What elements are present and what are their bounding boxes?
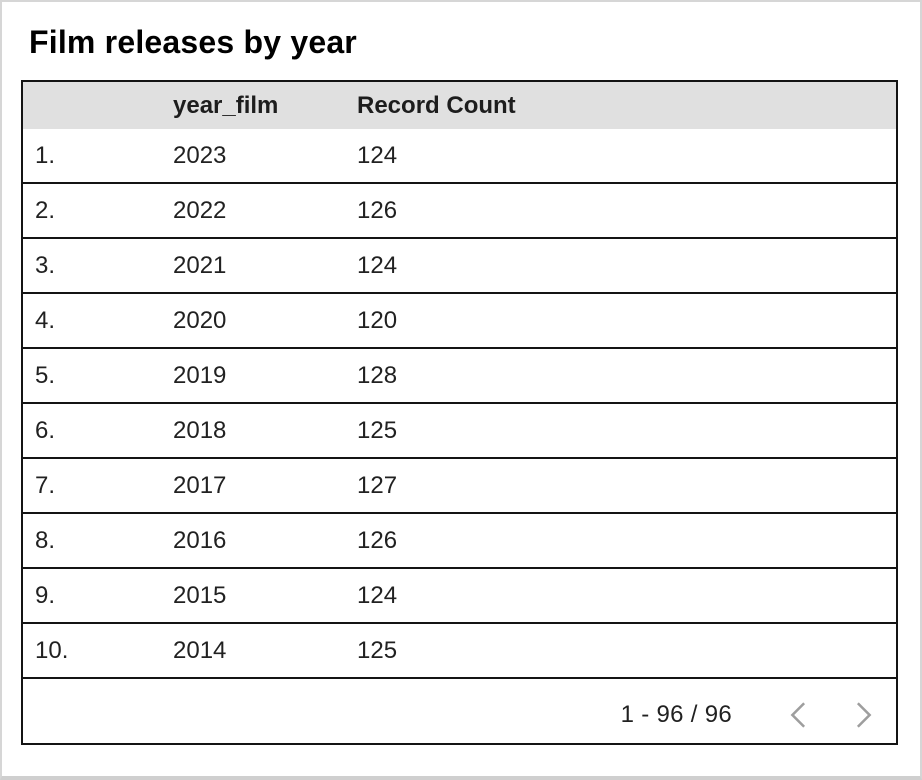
table-row: 10. 2014 125 xyxy=(23,623,896,678)
row-index-cell: 3. xyxy=(23,238,159,293)
year-film-cell: 2023 xyxy=(159,129,341,183)
column-header-year-film[interactable]: year_film xyxy=(159,82,341,129)
table-row: 1. 2023 124 xyxy=(23,129,896,183)
column-header-index[interactable] xyxy=(23,82,159,129)
row-index-cell: 8. xyxy=(23,513,159,568)
pagination-bar: 1 - 96 / 96 xyxy=(23,679,896,743)
year-film-cell: 2016 xyxy=(159,513,341,568)
pagination-range: 1 - 96 / 96 xyxy=(620,701,732,728)
year-film-cell: 2020 xyxy=(159,293,341,348)
year-film-cell: 2017 xyxy=(159,458,341,513)
record-count-cell: 125 xyxy=(341,403,896,458)
table-card: year_film Record Count 1. 2023 124 2. 20… xyxy=(21,80,898,745)
row-index-cell: 5. xyxy=(23,348,159,403)
year-film-cell: 2015 xyxy=(159,568,341,623)
year-film-cell: 2014 xyxy=(159,623,341,678)
data-table: year_film Record Count 1. 2023 124 2. 20… xyxy=(23,82,896,679)
year-film-cell: 2019 xyxy=(159,348,341,403)
chevron-left-icon xyxy=(790,702,806,728)
row-index-cell: 10. xyxy=(23,623,159,678)
table-body: 1. 2023 124 2. 2022 126 3. 2021 124 xyxy=(23,129,896,678)
table-row: 8. 2016 126 xyxy=(23,513,896,568)
table-row: 5. 2019 128 xyxy=(23,348,896,403)
column-header-record-count[interactable]: Record Count xyxy=(341,82,896,129)
chevron-right-icon xyxy=(856,702,872,728)
page-title: Film releases by year xyxy=(29,24,357,60)
row-index-cell: 6. xyxy=(23,403,159,458)
table-row: 7. 2017 127 xyxy=(23,458,896,513)
record-count-cell: 120 xyxy=(341,293,896,348)
prev-page-button[interactable] xyxy=(776,692,822,738)
record-count-cell: 125 xyxy=(341,623,896,678)
record-count-cell: 124 xyxy=(341,238,896,293)
year-film-cell: 2022 xyxy=(159,183,341,238)
record-count-cell: 124 xyxy=(341,129,896,183)
record-count-cell: 124 xyxy=(341,568,896,623)
row-index-cell: 4. xyxy=(23,293,159,348)
table-row: 3. 2021 124 xyxy=(23,238,896,293)
table-header-row: year_film Record Count xyxy=(23,82,896,129)
year-film-cell: 2021 xyxy=(159,238,341,293)
table-row: 9. 2015 124 xyxy=(23,568,896,623)
record-count-cell: 128 xyxy=(341,348,896,403)
table-row: 4. 2020 120 xyxy=(23,293,896,348)
row-index-cell: 7. xyxy=(23,458,159,513)
record-count-cell: 126 xyxy=(341,513,896,568)
row-index-cell: 9. xyxy=(23,568,159,623)
row-index-cell: 1. xyxy=(23,129,159,183)
record-count-cell: 126 xyxy=(341,183,896,238)
next-page-button[interactable] xyxy=(840,692,886,738)
record-count-cell: 127 xyxy=(341,458,896,513)
year-film-cell: 2018 xyxy=(159,403,341,458)
table-row: 2. 2022 126 xyxy=(23,183,896,238)
row-index-cell: 2. xyxy=(23,183,159,238)
report-card: Film releases by year year_film Record C… xyxy=(2,2,920,745)
table-row: 6. 2018 125 xyxy=(23,403,896,458)
